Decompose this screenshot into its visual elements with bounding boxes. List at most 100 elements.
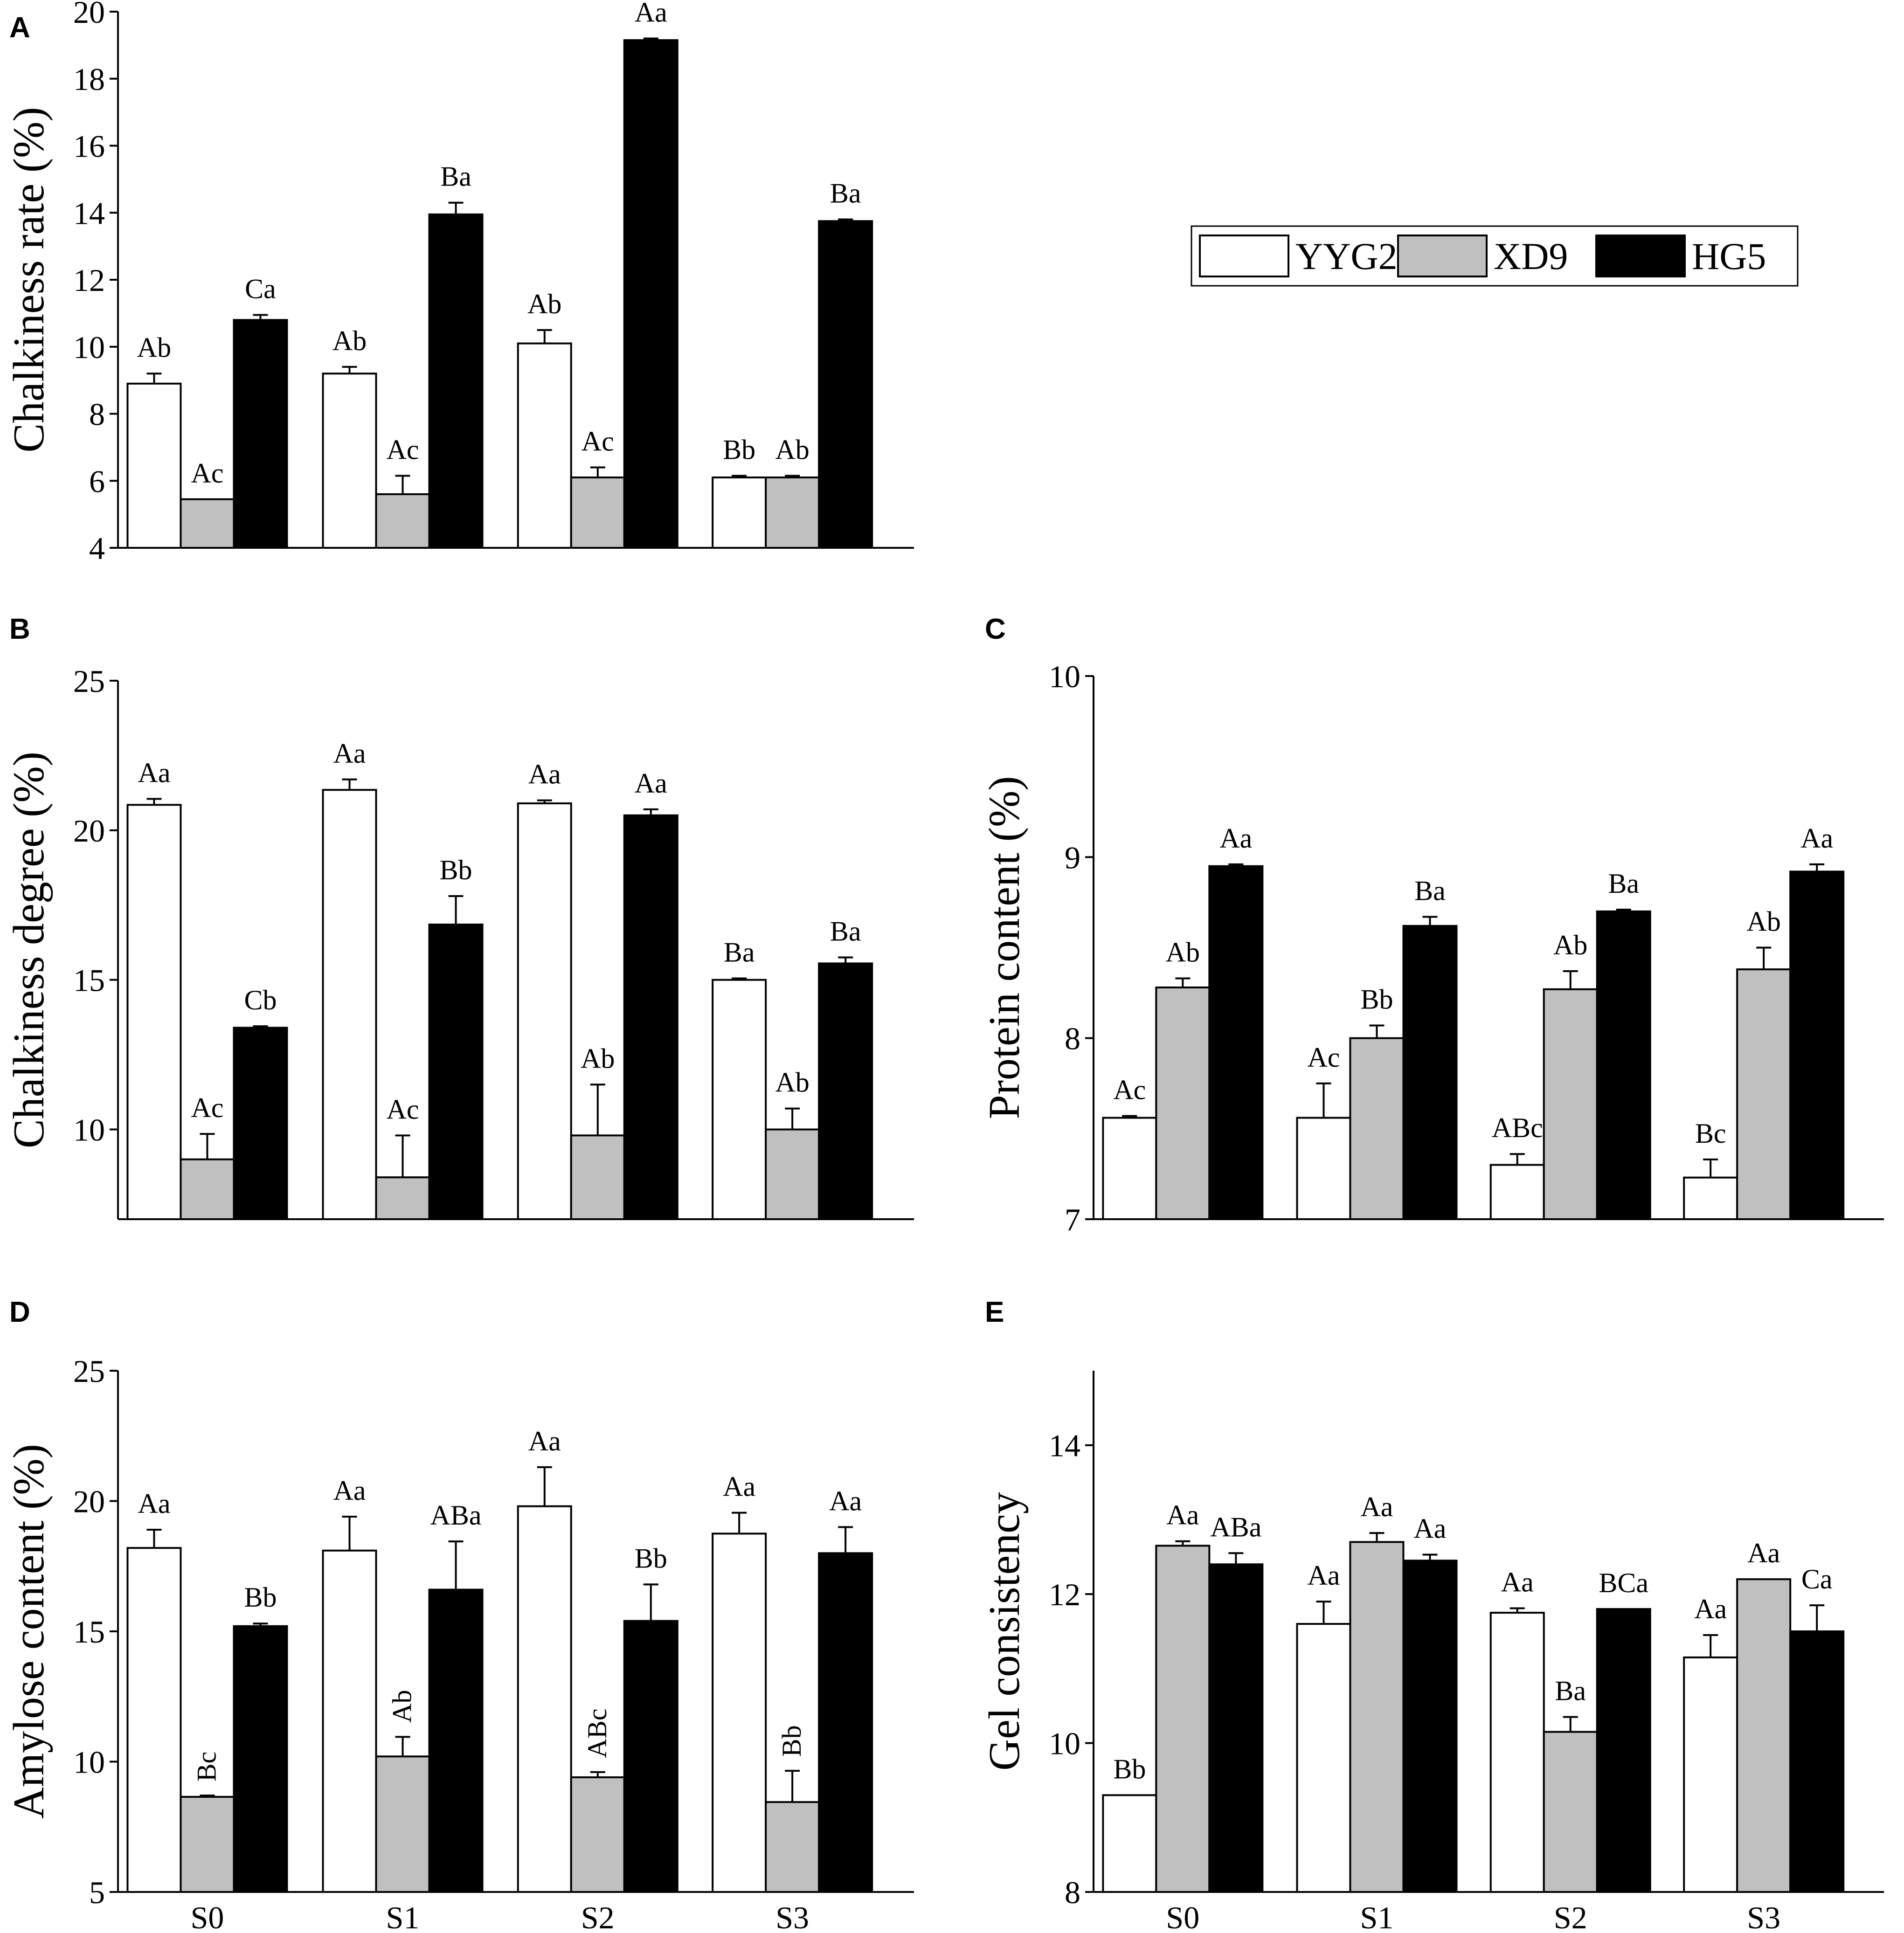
significance-label: Aa [723, 1471, 755, 1502]
significance-label: Bb [635, 1543, 667, 1574]
y-tick-label: 10 [1049, 1726, 1080, 1761]
x-tick-label: S1 [1360, 1900, 1394, 1933]
y-tick-label: 20 [73, 1484, 105, 1519]
y-axis-label: Chalkiness rate (%) [5, 107, 53, 452]
significance-label: Ab [332, 325, 367, 356]
significance-label: Ab [137, 332, 171, 363]
y-tick-label: 15 [73, 1614, 105, 1650]
significance-label: Aa [333, 738, 366, 769]
panel-c-protein-content: C Protein content (%) 7 8 9 10 Ac Ab Aa Ac Bb Ba ABc… [980, 613, 1884, 1237]
significance-label: Ab [581, 1043, 615, 1074]
x-tick-label: S1 [386, 1900, 420, 1933]
bar-yyg2-s3 [1683, 1656, 1738, 1893]
significance-label: Bb [440, 855, 472, 885]
bar-yyg2-s3 [712, 476, 767, 549]
significance-label: Ba [1414, 875, 1446, 906]
significance-label: Aa [138, 757, 170, 788]
bar-hg5-s1 [428, 1588, 484, 1893]
significance-label: Bc [191, 1752, 222, 1781]
y-tick-label: 20 [73, 813, 105, 849]
bar-hg5-s0 [233, 319, 288, 549]
bar-hg5-s2 [1596, 910, 1651, 1221]
significance-label: Ab [1553, 930, 1587, 960]
bar-yyg2-s0 [126, 382, 182, 549]
bar-xd9-s1 [375, 493, 430, 549]
legend: YYG2 XD9 HG5 [1191, 225, 1799, 287]
bar-xd9-s0 [1155, 1545, 1211, 1893]
bar-xd9-s0 [180, 498, 235, 549]
significance-label: Aa [1219, 823, 1252, 854]
bar-xd9-s2 [1543, 1731, 1598, 1893]
significance-label: Aa [138, 1488, 170, 1519]
significance-label: Aa [635, 0, 667, 28]
y-tick-label: 16 [73, 129, 105, 164]
significance-label: BCa [1599, 1567, 1648, 1598]
bar-xd9-s0 [180, 1795, 235, 1893]
y-axis-label: Chalkiness degree (%) [5, 752, 53, 1148]
significance-label: Ab [1166, 937, 1200, 968]
bar-hg5-s3 [818, 962, 873, 1220]
panel-letter: E [985, 1296, 1004, 1328]
y-tick-label: 12 [73, 262, 105, 298]
y-axis-label: Protein content (%) [980, 776, 1029, 1119]
significance-label: Ba [1555, 1676, 1586, 1706]
bar-hg5-s1 [428, 213, 484, 549]
bar-yyg2-s1 [322, 789, 377, 1221]
significance-label: Aa [528, 1426, 561, 1457]
panel-letter: B [9, 613, 30, 645]
bar-hg5-s0 [233, 1625, 288, 1893]
bar-xd9-s0 [1155, 986, 1211, 1221]
significance-label: Bc [1695, 1118, 1726, 1149]
bar-yyg2-s1 [1296, 1623, 1351, 1893]
significance-label: ABa [430, 1500, 482, 1531]
bar-xd9-s3 [765, 1128, 820, 1220]
bar-hg5-s2 [623, 1620, 679, 1893]
y-tick-label: 10 [1049, 659, 1080, 694]
significance-label: ABc [1492, 1112, 1543, 1143]
significance-label: Ac [191, 458, 223, 489]
bar-hg5-s3 [818, 1552, 873, 1893]
bar-hg5-s1 [1402, 1560, 1458, 1893]
significance-label: Aa [1413, 1513, 1446, 1544]
panel-b-chalkiness-degree: B Chalkiness degree (%) 10 15 20 25 Aa Ac Cb Aa Ac… [5, 613, 914, 1221]
bar-hg5-s1 [428, 923, 484, 1221]
legend-label-xd9: XD9 [1494, 235, 1568, 277]
y-tick-label: 25 [73, 1353, 105, 1389]
y-tick-label: 8 [1065, 1875, 1080, 1910]
significance-label: Aa [528, 759, 561, 790]
significance-label: Aa [1694, 1594, 1727, 1624]
y-tick-label: 8 [1065, 1021, 1080, 1056]
significance-label: Ab [387, 1690, 417, 1723]
significance-label: Cb [244, 985, 277, 1015]
bar-hg5-s2 [623, 39, 679, 549]
significance-label: Aa [333, 1475, 366, 1506]
bar-yyg2-s0 [1102, 1794, 1157, 1893]
x-tick-label: S3 [775, 1900, 809, 1933]
y-tick-label: 5 [89, 1875, 105, 1910]
bar-yyg2-s2 [517, 1505, 572, 1893]
significance-label: Aa [1501, 1567, 1534, 1597]
bar-yyg2-s2 [1489, 1612, 1545, 1893]
panel-a-chalkiness-rate: A Chalkiness rate (%) 4 6 8 10 12 14 16 18 20 Ab Ac C… [5, 0, 914, 566]
y-axis-label: Amylose content (%) [5, 1444, 53, 1819]
y-tick-label: 20 [73, 0, 105, 30]
y-tick-label: 14 [73, 195, 105, 231]
significance-label: Ba [830, 916, 861, 947]
significance-label: Ac [387, 1094, 419, 1125]
bar-yyg2-s1 [1296, 1117, 1351, 1221]
y-tick-label: 10 [73, 1745, 105, 1780]
significance-label: Ac [1307, 1042, 1340, 1073]
legend-swatch-xd9 [1397, 235, 1488, 277]
y-tick-label: 10 [73, 1112, 105, 1148]
x-tick-label: S3 [1747, 1900, 1780, 1933]
bar-xd9-s2 [570, 476, 625, 549]
bar-xd9-s2 [1543, 988, 1598, 1220]
significance-label: Ab [1746, 906, 1780, 937]
x-tick-label: S2 [1554, 1900, 1587, 1933]
y-axis-label: Gel consistency [980, 1492, 1029, 1771]
bar-xd9-s2 [570, 1134, 625, 1220]
significance-label: Bb [723, 434, 755, 465]
bar-yyg2-s2 [517, 342, 572, 549]
bar-yyg2-s3 [1683, 1176, 1738, 1221]
bar-yyg2-s3 [712, 1533, 767, 1893]
